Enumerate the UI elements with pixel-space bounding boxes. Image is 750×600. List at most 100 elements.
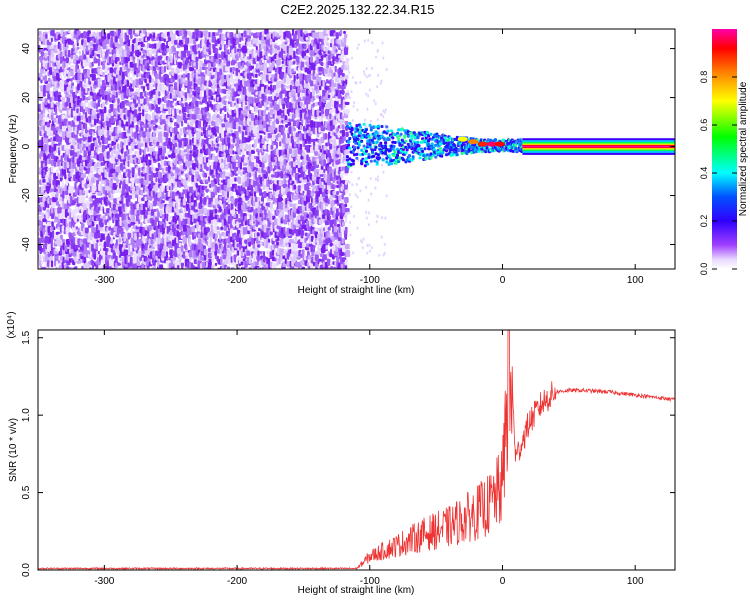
heatmap-cell (45, 248, 48, 253)
heatmap-cell (49, 90, 52, 95)
heatmap-cell (274, 44, 277, 49)
heatmap-cell (219, 199, 222, 206)
heatmap-cell (163, 38, 166, 43)
heatmap-cell (250, 110, 254, 114)
heatmap-cell (176, 201, 179, 210)
heatmap-cell (68, 61, 71, 65)
heatmap-cell (76, 115, 81, 121)
heatmap-cell (225, 45, 228, 49)
heatmap-cell (203, 267, 208, 269)
heatmap-cell (282, 165, 285, 173)
heatmap-cell (55, 107, 58, 113)
heatmap-cell (53, 260, 57, 267)
heatmap-cell (59, 213, 64, 220)
heatmap-cell (107, 33, 111, 40)
heatmap-cell (285, 268, 288, 269)
heatmap-cell (221, 210, 225, 214)
heatmap-cell (103, 39, 107, 46)
heatmap-cell (46, 121, 51, 128)
heatmap-cell (131, 121, 134, 128)
heatmap-cell (57, 62, 61, 70)
heatmap-cell (119, 61, 122, 66)
heatmap-cell (83, 238, 88, 245)
heatmap-cell (101, 115, 105, 120)
heatmap-cell (247, 211, 250, 216)
heatmap-cell (135, 38, 138, 46)
heatmap-cell (210, 219, 214, 225)
heatmap-cell (42, 162, 45, 168)
heatmap-cell (46, 158, 50, 165)
heatmap-cell (195, 61, 199, 70)
heatmap-cell (86, 69, 91, 77)
heatmap-cell (293, 127, 296, 132)
heatmap-cell (42, 118, 45, 126)
heatmap-cell (127, 172, 131, 178)
heatmap-cell (240, 209, 243, 217)
heatmap-cell (47, 211, 50, 219)
heatmap-cell (100, 78, 103, 82)
heatmap-cell (267, 86, 271, 91)
heatmap-cell (100, 121, 103, 129)
heatmap-cell (188, 130, 192, 138)
heatmap-cell (67, 125, 73, 132)
heatmap-cell (74, 42, 77, 49)
heatmap-cell (64, 190, 69, 196)
heatmap-cell (166, 102, 170, 107)
heatmap-cell (104, 91, 109, 96)
heatmap-cell (255, 73, 258, 78)
heatmap-cell (159, 98, 162, 103)
heatmap-cell (245, 101, 248, 106)
heatmap-cell (91, 264, 95, 269)
heatmap-cell (96, 32, 100, 40)
heatmap-cell (201, 139, 204, 145)
heatmap-cell (85, 86, 88, 94)
heatmap-cell (164, 213, 167, 220)
heatmap-cell (116, 57, 119, 62)
heatmap-cell (164, 30, 167, 37)
heatmap-cell (82, 196, 86, 204)
heatmap-cell (254, 115, 258, 119)
heatmap-cell (252, 37, 256, 44)
heatmap-cell (115, 109, 118, 115)
heatmap-cell (97, 250, 100, 255)
heatmap-cell (102, 259, 106, 266)
heatmap-cell (60, 234, 63, 240)
heatmap-cell (153, 32, 156, 39)
heatmap-cell (153, 131, 156, 138)
heatmap-cell (172, 102, 175, 107)
heatmap-cell (93, 44, 96, 52)
heatmap-cell (93, 185, 97, 192)
heatmap-cell (146, 62, 149, 69)
heatmap-cell (155, 183, 159, 187)
heatmap-cell (112, 172, 117, 180)
heatmap-cell (148, 174, 153, 182)
heatmap-cell (159, 59, 163, 64)
heatmap-cell (61, 167, 67, 175)
heatmap-cell (91, 50, 95, 57)
heatmap-cell (235, 38, 240, 45)
heatmap-cell (238, 50, 241, 58)
heatmap-cell (97, 232, 101, 239)
heatmap-cell (109, 104, 114, 109)
heatmap-cell (85, 111, 87, 119)
heatmap-cell (80, 165, 84, 174)
heatmap-cell (248, 72, 252, 81)
heatmap-cell (79, 44, 84, 50)
heatmap-cell (142, 53, 145, 57)
heatmap-cell (255, 119, 259, 125)
heatmap-cell (113, 95, 116, 103)
heatmap-cell (174, 184, 178, 193)
heatmap-cell (74, 244, 79, 249)
heatmap-cell (106, 101, 109, 105)
heatmap-cell (138, 159, 141, 164)
heatmap-cell (230, 267, 235, 269)
heatmap-cell (62, 190, 65, 199)
heatmap-cell (210, 224, 213, 231)
heatmap-cell (166, 225, 169, 234)
heatmap-cell (76, 129, 79, 135)
heatmap-cell (248, 59, 252, 64)
heatmap-cell (87, 37, 91, 43)
heatmap-cell (254, 196, 258, 203)
heatmap-cell (223, 207, 226, 216)
heatmap-cell (68, 80, 72, 85)
